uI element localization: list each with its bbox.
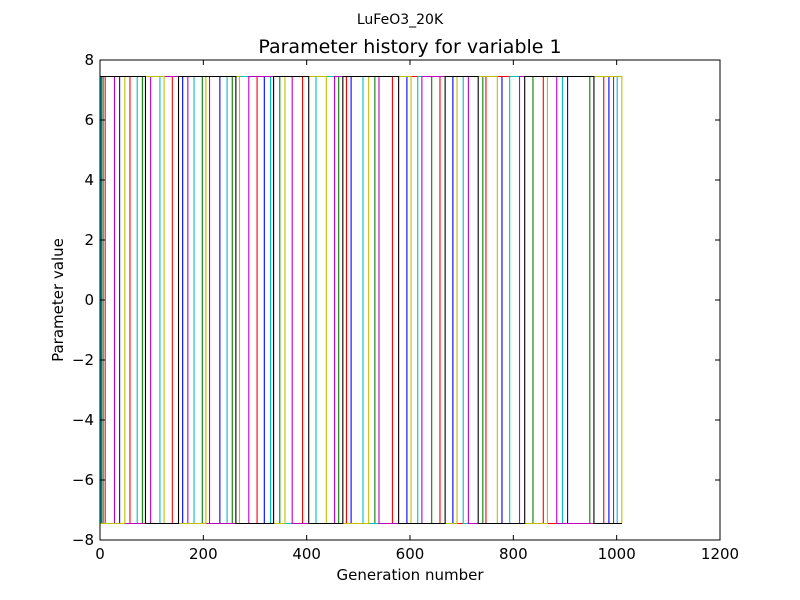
- chart-title: Parameter history for variable 1: [258, 36, 561, 58]
- x-tick-label: 200: [189, 545, 218, 563]
- x-tick-label: 400: [292, 545, 321, 563]
- x-axis-label: Generation number: [337, 566, 485, 584]
- series-layer: [100, 75, 623, 525]
- series-line-2: [100, 75, 622, 525]
- y-tick-label: −2: [72, 351, 94, 369]
- y-tick-label: −6: [72, 471, 94, 489]
- x-tick-label: 600: [396, 545, 425, 563]
- chart-suptitle: LuFeO3_20K: [357, 12, 444, 28]
- tick-layer: 0 200 400 600 800 1000 1200 −8 −6 −4 −2 0 2 4 6 8: [72, 51, 739, 563]
- series-line-1: [100, 75, 622, 525]
- y-axis-label: Parameter value: [49, 238, 67, 362]
- x-tick-label: 0: [95, 545, 105, 563]
- y-tick-label: 8: [84, 51, 94, 69]
- y-tick-label: 4: [84, 171, 94, 189]
- series-line-7: [100, 75, 622, 525]
- y-tick-label: −8: [72, 531, 94, 549]
- y-tick-label: 0: [84, 291, 94, 309]
- plot-frame: [99, 59, 721, 541]
- y-tick-label: −4: [72, 411, 94, 429]
- x-tick-label: 1200: [701, 545, 739, 563]
- y-tick-label: 2: [84, 231, 94, 249]
- y-tick-label: 6: [84, 111, 94, 129]
- x-tick-label: 800: [499, 545, 528, 563]
- x-tick-label: 1000: [598, 545, 636, 563]
